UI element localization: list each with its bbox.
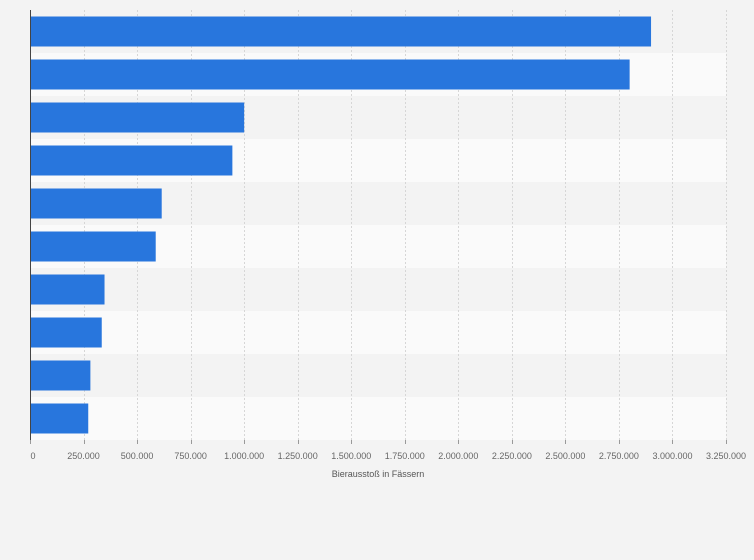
x-tick-label: 3.250.000 — [706, 451, 746, 461]
x-tick-label: 2.750.000 — [599, 451, 639, 461]
row-band — [30, 354, 726, 397]
x-tick-label: 3.000.000 — [652, 451, 692, 461]
row-band — [30, 268, 726, 311]
row-band — [30, 311, 726, 354]
bar[interactable] — [30, 360, 91, 391]
bars — [30, 16, 652, 434]
x-tick-label: 1.500.000 — [331, 451, 371, 461]
bar[interactable] — [30, 16, 652, 47]
x-tick-label: 2.000.000 — [438, 451, 478, 461]
bar[interactable] — [30, 231, 156, 262]
x-tick-label: 250.000 — [67, 451, 100, 461]
x-tick-label: 1.000.000 — [224, 451, 264, 461]
bar[interactable] — [30, 188, 162, 219]
bar[interactable] — [30, 403, 89, 434]
x-axis-title: Bierausstoß in Fässern — [332, 469, 425, 479]
x-axis-ticks: 0 250.000 500.000 750.000 1.000.000 1.250.000… — [30, 440, 746, 461]
x-tick-label: 500.000 — [121, 451, 154, 461]
row-band — [30, 397, 726, 440]
x-tick-label: 2.500.000 — [545, 451, 585, 461]
bar[interactable] — [30, 59, 630, 90]
x-tick-label: 0 — [30, 451, 35, 461]
bar[interactable] — [30, 102, 245, 133]
bar[interactable] — [30, 274, 105, 305]
bar[interactable] — [30, 145, 233, 176]
x-tick-label: 1.250.000 — [278, 451, 318, 461]
bar[interactable] — [30, 317, 102, 348]
x-tick-label: 2.250.000 — [492, 451, 532, 461]
x-tick-label: 1.750.000 — [385, 451, 425, 461]
x-tick-label: 750.000 — [174, 451, 207, 461]
